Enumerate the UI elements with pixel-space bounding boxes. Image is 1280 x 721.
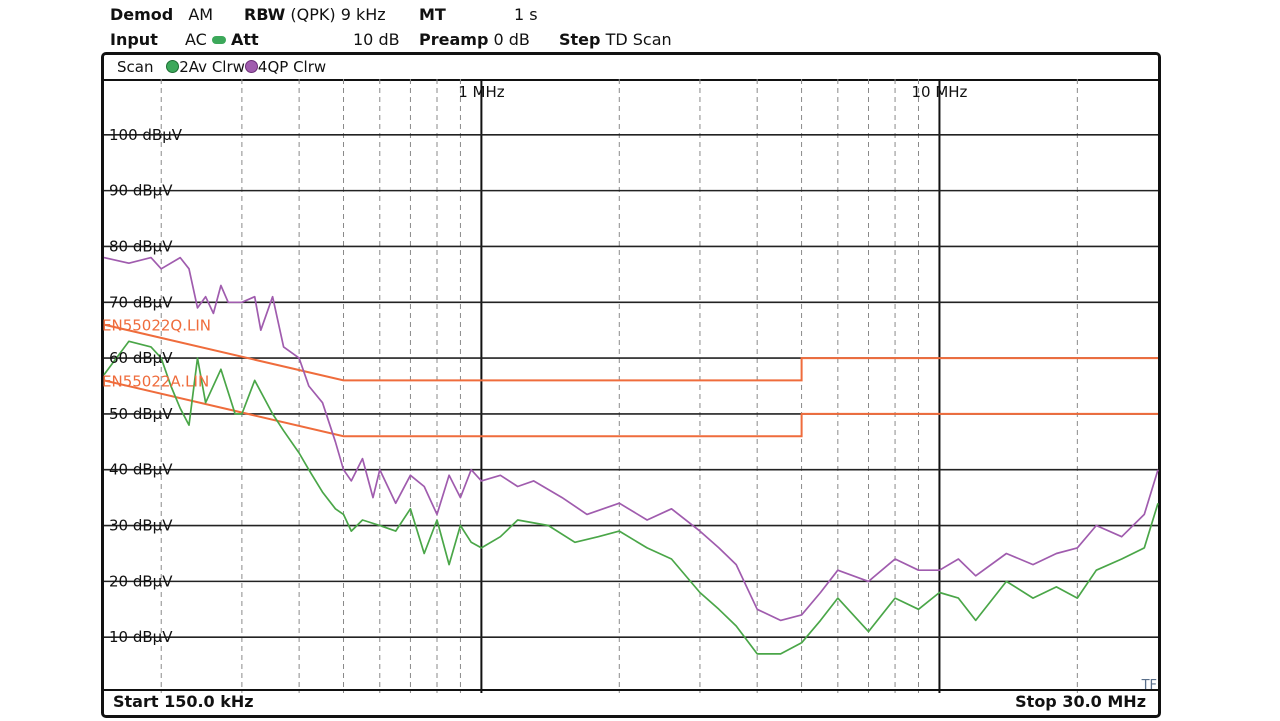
trace-average [103,340,1159,655]
y-tick-label: 60 dBµV [109,349,173,367]
limit-line [103,379,1158,438]
att-value: 10 dB [353,30,400,49]
limit-line-label: EN55022Q.LIN [102,317,211,335]
mt-label: MT [419,5,446,24]
start-frequency: Start 150.0 kHz [113,692,254,711]
decade-marker-label: 10 MHz [911,83,967,101]
y-tick-label: 70 dBµV [109,293,173,311]
trace-quasipeak [103,256,1159,622]
limit-line-label: EN55022A.LIN [102,372,209,390]
y-tick-label: 50 dBµV [109,405,173,423]
att-value-wrap: 10 dB [353,30,400,50]
y-tick-label: 20 dBµV [109,572,173,590]
input-value: AC [184,30,207,49]
rbw-detector: (QPK) [290,5,336,24]
rbw-value: 9 kHz [340,5,386,24]
y-tick-label: 100 dBµV [109,126,183,144]
trace4-dot-icon [244,60,258,73]
measurement-frame: Scan 2Av Clrw 4QP Clrw Start 150.0 kHz St… [101,52,1161,718]
preamp-readout: Preamp 0 dB [419,30,530,50]
y-tick-label: 10 dBµV [109,628,173,646]
rbw-label: RBW [244,5,286,24]
step-label: Step [559,30,601,49]
preamp-value: 0 dB [493,30,530,49]
step-readout: Step TD Scan [559,30,672,50]
mt-value: 1 s [514,5,538,24]
y-tick-label: 40 dBµV [109,461,173,479]
preamp-label: Preamp [419,30,489,49]
y-tick-label: 80 dBµV [109,237,173,255]
rbw-readout: RBW (QPK) 9 kHz [244,5,386,25]
decade-marker-label: 1 MHz [458,83,505,101]
footer-bar: Start 150.0 kHz Stop 30.0 MHz [104,689,1158,715]
att-label: Att [230,30,259,49]
trace4-label[interactable]: 4QP Clrw [257,58,327,76]
mt-value-wrap: 1 s [514,5,538,25]
demod-label: Demod [110,5,174,24]
header-row-1: Demod AM [110,5,213,25]
scan-mode-label: Scan [117,58,154,76]
input-readout: Input AC Att [110,30,259,50]
stop-frequency: Stop 30.0 MHz [1015,692,1146,711]
trace-bar: Scan 2Av Clrw 4QP Clrw [104,55,1158,81]
y-tick-label: 30 dBµV [109,517,173,535]
y-tick-label: 90 dBµV [109,182,173,200]
mt-readout: MT [419,5,446,25]
step-value: TD Scan [605,30,672,49]
limit-line [103,323,1158,382]
trace2-label[interactable]: 2Av Clrw [179,58,245,76]
trace2-dot-icon [166,60,180,73]
input-label: Input [110,30,158,49]
coupling-indicator-icon [211,36,226,44]
demod-value: AM [188,5,214,24]
corner-label: TF [1141,678,1157,693]
